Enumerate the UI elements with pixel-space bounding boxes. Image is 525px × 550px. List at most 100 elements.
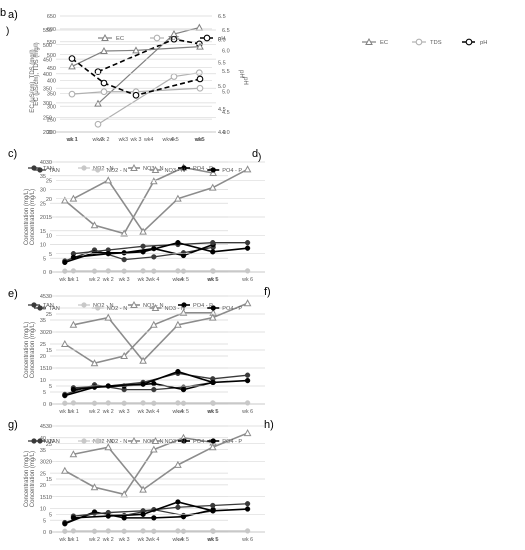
- data-point: [175, 528, 181, 534]
- y-tick-label: 15: [46, 215, 52, 221]
- legend-label: NO2 - N: [93, 439, 114, 445]
- legend-marker: [210, 305, 216, 311]
- x-tick-label: wk 1: [59, 409, 70, 415]
- y-tick-label: 5: [49, 513, 52, 519]
- legend-marker: [95, 438, 101, 444]
- y2-tick-label: 5.5: [218, 61, 226, 67]
- data-point: [210, 379, 216, 386]
- x-tick-label: wk5: [195, 137, 204, 143]
- data-point: [69, 194, 78, 202]
- data-point: [140, 381, 146, 387]
- legend-label: EC: [116, 36, 124, 42]
- legend-label: EC: [380, 40, 388, 46]
- legend-marker: [151, 165, 160, 173]
- y-tick-label: 35: [40, 318, 46, 324]
- data-point: [151, 254, 157, 260]
- series-no2: [70, 268, 251, 274]
- legend-label: NO3 - N: [165, 168, 186, 174]
- data-point: [121, 256, 127, 263]
- data-point: [244, 268, 251, 274]
- data-point: [244, 240, 251, 246]
- y2-tick-label: 4.5: [222, 110, 230, 116]
- legend-marker: [37, 167, 43, 173]
- y-tick-label: 30: [46, 424, 52, 430]
- y-tick-label: 10: [40, 378, 46, 384]
- data-point: [208, 443, 217, 451]
- data-point: [104, 443, 113, 451]
- y2-tick-label: 6.0: [218, 37, 226, 43]
- data-point: [120, 351, 129, 359]
- data-point: [132, 46, 140, 54]
- y-tick-label: 300: [47, 104, 56, 110]
- data-point: [94, 120, 102, 128]
- y-tick-label: 20: [46, 197, 52, 203]
- x-tick-label: wk 4: [148, 409, 159, 415]
- y-tick-label: 40: [40, 306, 46, 312]
- legend-marker: [415, 38, 423, 46]
- legend-marker: [81, 438, 87, 444]
- data-point: [170, 35, 178, 43]
- legend-marker: [365, 37, 373, 45]
- data-point: [68, 62, 76, 70]
- series-line: [71, 46, 201, 67]
- data-point: [140, 268, 146, 274]
- legend-marker: [81, 165, 87, 171]
- legend-marker: [181, 302, 187, 308]
- data-point: [139, 356, 147, 364]
- data-point: [69, 450, 78, 458]
- data-point: [70, 386, 77, 393]
- x-tick-label: wk 3: [119, 537, 130, 543]
- data-point: [149, 445, 158, 453]
- x-tick-label: wk 6: [242, 537, 253, 543]
- y-tick-label: 25: [40, 471, 46, 477]
- data-point: [120, 229, 129, 237]
- y-tick-label: 30: [40, 330, 46, 336]
- x-tick-label: wk 1: [67, 137, 78, 143]
- y-tick-label: 25: [46, 442, 52, 448]
- data-point: [175, 504, 181, 510]
- y-axis-label: EC (μS/cm), TDS (mg/l): [30, 49, 36, 112]
- y-tick-label: 550: [47, 40, 56, 46]
- legend-marker: [101, 33, 109, 41]
- data-point: [196, 84, 204, 92]
- panel-label: b: [0, 7, 6, 19]
- legend-label: NO2 - N: [93, 303, 114, 309]
- y-tick-label: 35: [40, 448, 46, 454]
- y2-tick-label: 6.5: [222, 28, 230, 34]
- data-point: [175, 268, 181, 274]
- y-tick-label: 0: [43, 402, 46, 408]
- y-tick-label: 40: [40, 436, 46, 442]
- y-tick-label: 0: [49, 270, 52, 276]
- legend-label: pH: [218, 36, 225, 42]
- legend: TAN NO2 - N NO3 - N PO4 - P: [34, 165, 242, 174]
- legend-marker: [31, 302, 37, 308]
- x-tick-label: wk 2: [103, 409, 114, 415]
- data-point: [132, 91, 140, 99]
- legend: TAN NO2 - N NO3 - N PO4 - P: [34, 436, 242, 445]
- y-tick-label: 25: [46, 312, 52, 318]
- data-point: [60, 196, 69, 204]
- panel-label: g): [8, 419, 18, 431]
- x-tick-label: wk 3: [138, 409, 149, 415]
- data-point: [139, 227, 147, 235]
- series-line: [64, 166, 214, 235]
- y-tick-label: 500: [47, 53, 56, 59]
- data-point: [210, 268, 216, 274]
- series-no3: [69, 429, 252, 493]
- series-ec: [68, 42, 204, 70]
- data-point: [62, 528, 68, 534]
- data-point: [90, 359, 99, 367]
- legend-label: pH: [480, 40, 487, 46]
- y-tick-label: 15: [40, 495, 46, 501]
- y2-axis-label: pH: [242, 77, 248, 85]
- data-point: [243, 429, 252, 437]
- x-tick-label: wk 4: [172, 409, 183, 415]
- series-no3: [69, 299, 252, 364]
- legend-marker: [153, 34, 161, 42]
- series-no2: [70, 400, 251, 406]
- y-tick-label: 250: [47, 117, 56, 123]
- y-tick-label: 400: [47, 79, 56, 85]
- y-tick-label: 10: [40, 507, 46, 513]
- x-tick-label: wk 1: [59, 277, 70, 283]
